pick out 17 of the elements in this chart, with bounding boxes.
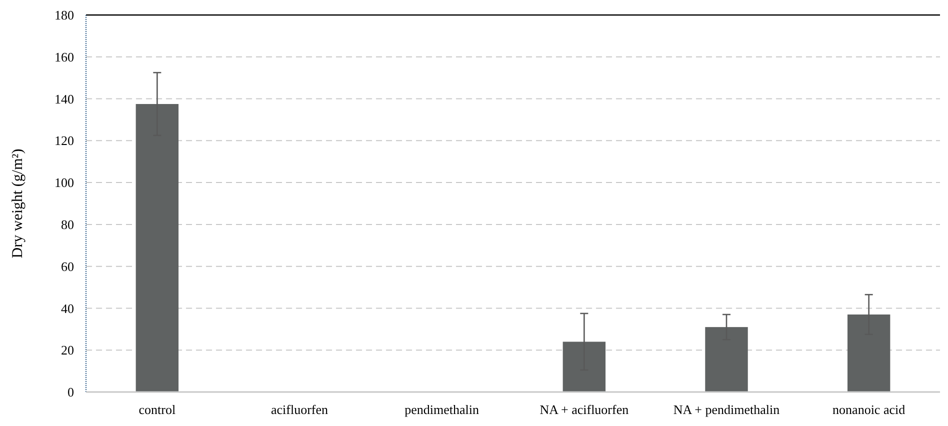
y-tick-label: 140 [54, 91, 74, 106]
y-tick-label: 20 [61, 342, 74, 358]
x-tick-label: NA + pendimethalin [673, 402, 780, 417]
y-tick-label: 60 [61, 258, 74, 274]
y-tick-label: 100 [54, 175, 74, 190]
y-tick-label: 80 [61, 216, 74, 232]
y-tick-label: 40 [61, 300, 74, 316]
x-tick-label: control [138, 402, 176, 417]
x-tick-label: acifluorfen [270, 402, 329, 417]
x-tick-label: NA + acifluorfen [540, 402, 630, 417]
y-axis-title: Dry weight (g/m²) [10, 148, 26, 258]
y-tick-label: 120 [54, 133, 74, 148]
y-tick-label: 0 [68, 384, 74, 400]
x-tick-label: nonanoic acid [832, 402, 906, 417]
y-tick-label: 160 [54, 49, 74, 64]
y-tick-label: 180 [54, 8, 74, 23]
x-tick-label: pendimethalin [404, 402, 480, 417]
